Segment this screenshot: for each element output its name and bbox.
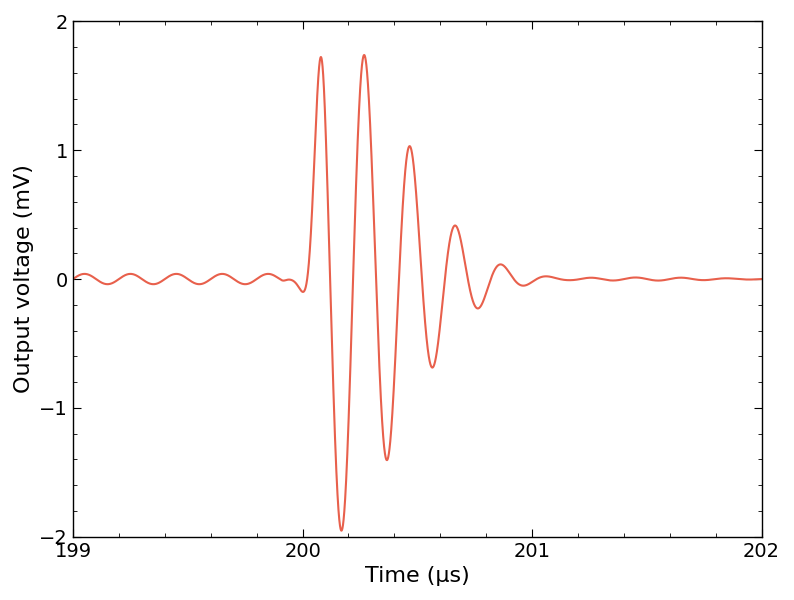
X-axis label: Time (μs): Time (μs) — [365, 566, 470, 586]
Y-axis label: Output voltage (mV): Output voltage (mV) — [13, 164, 34, 394]
